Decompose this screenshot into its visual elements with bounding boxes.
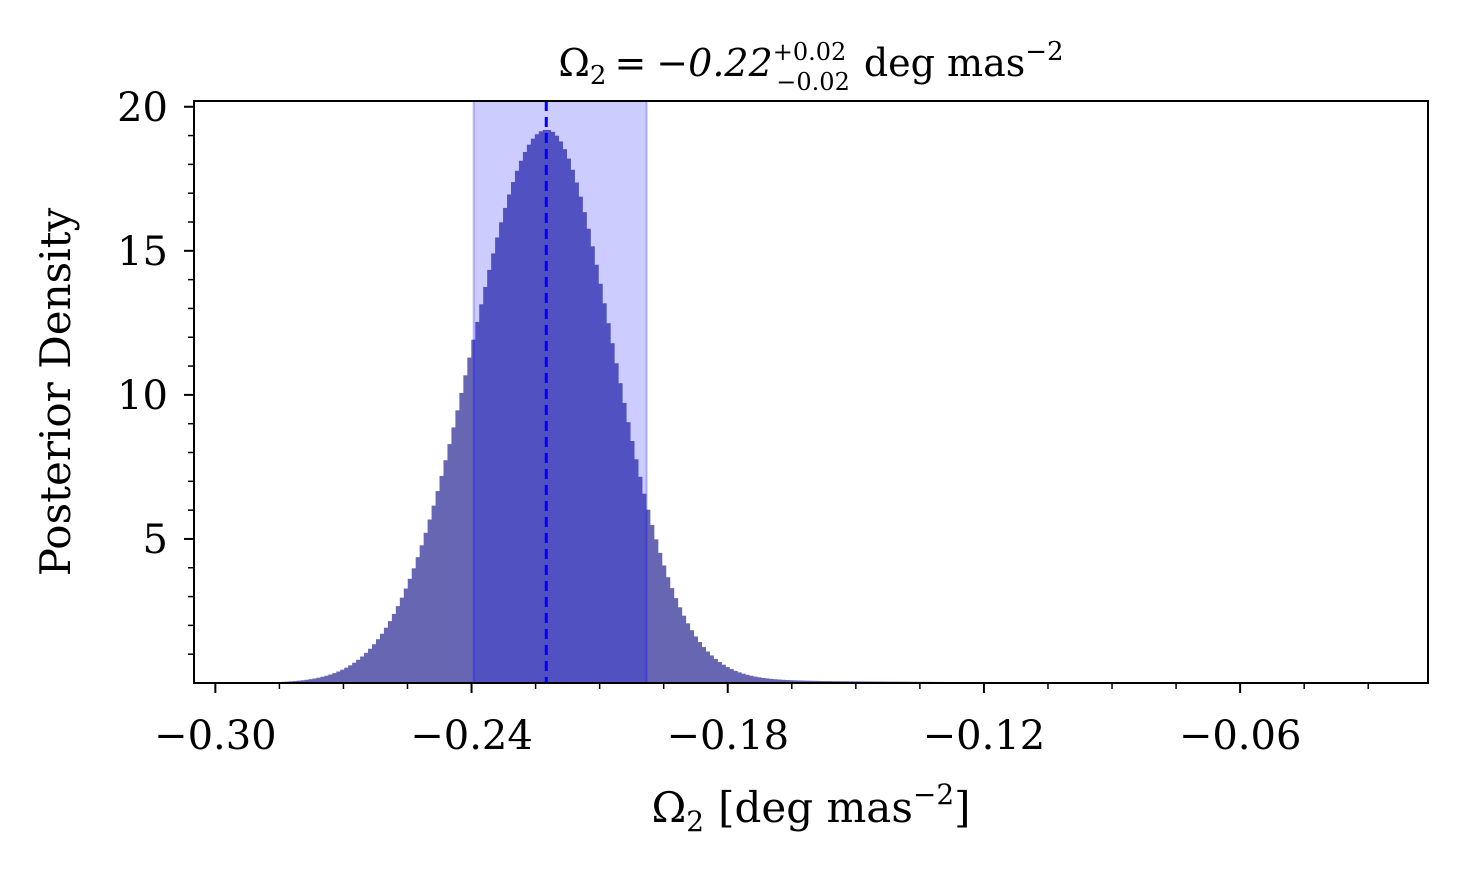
histogram-bar (654, 539, 658, 683)
histogram-bar (741, 674, 745, 683)
histogram-bar (698, 642, 702, 683)
xlabel-unit: deg mas (734, 783, 912, 832)
histogram-bar (344, 668, 348, 683)
plot-area (241, 101, 1020, 683)
histogram-bar (733, 671, 737, 683)
histogram-bar (650, 525, 654, 683)
histogram-bar (396, 606, 400, 683)
histogram-bar (412, 568, 416, 683)
histogram-bar (392, 614, 396, 683)
histogram-bar (666, 577, 670, 683)
histogram-bar (352, 663, 356, 683)
histogram-bar (682, 616, 686, 683)
histogram-bar (408, 579, 412, 683)
x-tick-label: −0.12 (923, 713, 1046, 759)
histogram-bar (324, 676, 328, 683)
xlabel-unit-exponent: −2 (913, 778, 954, 811)
histogram-bar (364, 653, 368, 683)
title-symbol-subscript: 2 (590, 61, 607, 91)
histogram-bar (416, 557, 420, 683)
y-axis: 5 10 15 20 (117, 85, 194, 654)
histogram-bar (332, 673, 336, 683)
histogram-bar (694, 636, 698, 683)
x-axis: −0.30 −0.24 −0.18 −0.12 −0.06 (154, 683, 1368, 759)
title-median: −0.22 (656, 41, 772, 85)
histogram-bar (443, 460, 447, 683)
histogram-bar (721, 665, 725, 683)
histogram-bar (670, 588, 674, 683)
histogram-bar (459, 393, 463, 683)
histogram-bar (328, 675, 332, 684)
histogram-bar (404, 589, 408, 683)
x-tick-label: −0.30 (154, 713, 277, 759)
histogram-bar (749, 676, 753, 683)
chart-title: Ω2=−0.22+0.02−0.02 deg mas−2 (558, 37, 1063, 96)
histogram-bar (706, 652, 710, 684)
y-axis-label: Posterior Density (31, 207, 80, 576)
histogram-bar (384, 628, 388, 683)
x-tick-label: −0.24 (410, 713, 533, 759)
histogram-bar (356, 660, 360, 683)
histogram-bar (463, 375, 467, 683)
histogram-bar (432, 506, 436, 683)
title-symbol: Ω (558, 41, 590, 85)
histogram-bar (674, 598, 678, 683)
histogram-bar (440, 476, 444, 683)
histogram-bar (662, 565, 666, 683)
x-axis-label: Ω2 [deg mas−2] (651, 778, 970, 838)
histogram-bar (690, 630, 694, 683)
histogram-bar (447, 444, 451, 683)
x-tick-label: −0.18 (666, 713, 789, 759)
y-tick-label: 15 (117, 229, 168, 275)
histogram-bar (420, 545, 424, 683)
histogram-bar (424, 533, 428, 683)
title-unit: deg mas (864, 41, 1025, 85)
credible-interval-band (474, 101, 647, 683)
axes-frame (194, 101, 1428, 683)
histogram-bar (710, 655, 714, 683)
title-err-plus: +0.02 (773, 38, 847, 66)
title-err-minus: −0.02 (776, 68, 850, 96)
histogram-bar (729, 669, 733, 683)
histogram-bar (686, 623, 690, 683)
histogram-bar (376, 639, 380, 683)
histogram-bar (436, 491, 440, 683)
histogram-bar (658, 553, 662, 683)
histogram-bar (745, 675, 749, 683)
histogram-bar (455, 410, 459, 683)
xlabel-bracket-close: ] (954, 783, 970, 832)
histogram-bar (467, 358, 471, 683)
histogram-bar (737, 672, 741, 683)
title-unit-exponent: −2 (1025, 37, 1063, 67)
histogram-bar (428, 520, 432, 683)
histogram-bar (372, 644, 376, 683)
histogram-bar (702, 647, 706, 683)
xlabel-symbol-subscript: 2 (686, 805, 704, 838)
histogram-bar (348, 665, 352, 683)
histogram-bar (714, 659, 718, 683)
histogram-bar (678, 607, 682, 683)
y-tick-label: 10 (117, 373, 168, 419)
histogram-bar (725, 667, 729, 683)
histogram-bar (388, 621, 392, 683)
histogram-bar (400, 598, 404, 683)
histogram-bar (336, 672, 340, 683)
y-tick-label: 20 (117, 85, 168, 131)
histogram-bar (340, 670, 344, 683)
title-equals: = (614, 41, 646, 85)
xlabel-symbol: Ω (651, 783, 686, 832)
y-tick-label: 5 (143, 517, 168, 563)
histogram-bar (360, 656, 364, 683)
xlabel-bracket-open: [ (718, 783, 734, 832)
x-tick-label: −0.06 (1179, 713, 1302, 759)
histogram-bar (451, 427, 455, 683)
histogram-bar (717, 662, 721, 683)
histogram-bar (380, 634, 384, 683)
histogram-bar (368, 649, 372, 683)
